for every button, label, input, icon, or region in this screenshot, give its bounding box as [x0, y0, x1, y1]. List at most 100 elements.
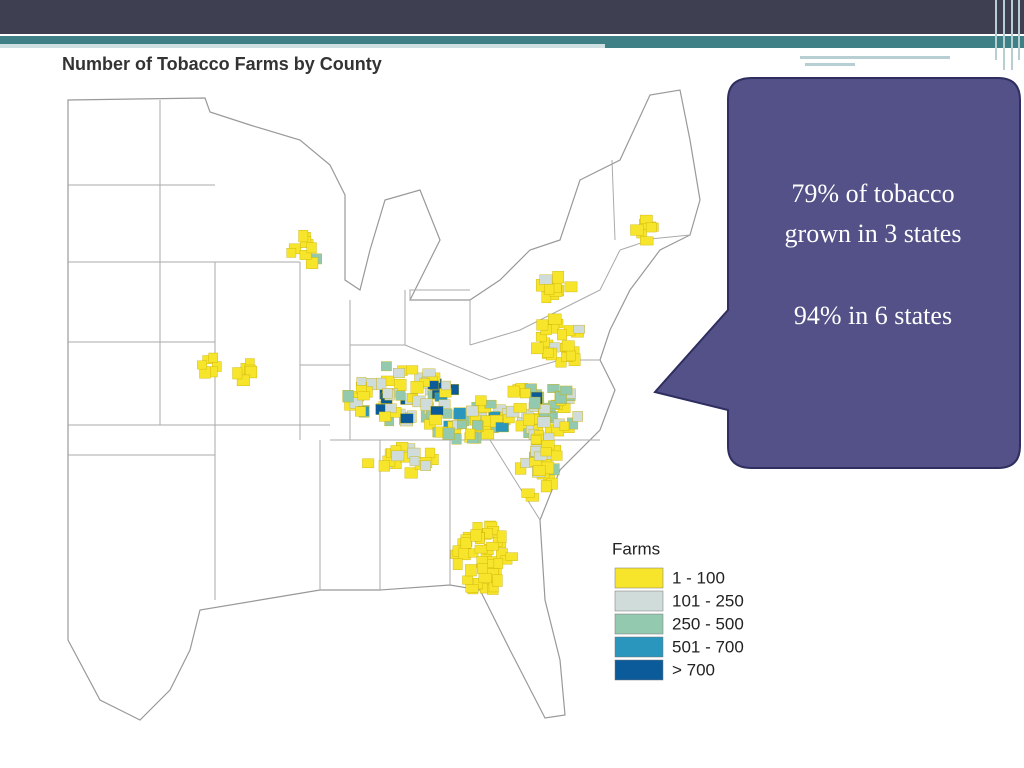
- county: [442, 427, 455, 440]
- county: [355, 406, 366, 417]
- county: [481, 429, 495, 440]
- legend-swatch: [614, 590, 664, 612]
- county: [566, 350, 576, 362]
- county: [484, 399, 497, 409]
- county: [547, 384, 560, 393]
- county: [573, 324, 585, 334]
- legend-label: 501 - 700: [672, 637, 744, 656]
- county: [486, 541, 499, 551]
- county: [536, 319, 549, 331]
- county: [555, 357, 567, 368]
- county: [540, 447, 552, 457]
- county: [420, 460, 431, 471]
- county: [532, 465, 546, 477]
- county: [236, 374, 250, 386]
- county: [495, 422, 509, 433]
- county: [531, 342, 544, 355]
- legend-label: > 700: [672, 660, 715, 679]
- county: [548, 313, 562, 325]
- county: [557, 329, 567, 341]
- callout-paragraph: 94% in 6 states: [794, 301, 952, 330]
- map: [67, 89, 701, 721]
- county: [232, 367, 243, 380]
- county: [429, 414, 443, 426]
- county: [530, 435, 542, 445]
- county: [420, 398, 433, 411]
- county: [529, 396, 541, 410]
- county: [393, 368, 405, 378]
- county: [391, 450, 405, 462]
- county: [539, 274, 553, 285]
- map-title: Number of Tobacco Farms by County: [62, 54, 382, 74]
- county: [306, 242, 317, 254]
- callout-box: [653, 77, 1021, 469]
- county: [395, 390, 406, 401]
- legend-swatch: [614, 567, 664, 589]
- county: [465, 564, 477, 577]
- county: [520, 388, 531, 399]
- legend-title: Farms: [612, 539, 660, 558]
- county: [197, 360, 207, 370]
- legend-label: 101 - 250: [672, 591, 744, 610]
- county: [542, 347, 554, 358]
- county: [381, 361, 392, 372]
- county: [306, 257, 319, 269]
- legend-swatch: [614, 636, 664, 658]
- county: [559, 385, 573, 396]
- county: [430, 406, 444, 416]
- county: [478, 572, 492, 584]
- county: [550, 450, 563, 461]
- county: [492, 574, 503, 587]
- county: [362, 458, 375, 469]
- county: [505, 552, 518, 561]
- county: [561, 340, 575, 352]
- county: [409, 456, 420, 467]
- county: [521, 488, 535, 498]
- counties: [197, 214, 659, 595]
- county: [453, 407, 466, 420]
- county: [342, 390, 354, 403]
- county: [564, 281, 578, 293]
- county: [630, 224, 644, 236]
- county: [474, 544, 488, 554]
- legend-swatch: [614, 613, 664, 635]
- county: [640, 236, 654, 246]
- county: [466, 405, 479, 417]
- county: [524, 383, 537, 393]
- county: [472, 420, 483, 431]
- county: [544, 283, 555, 295]
- county: [393, 378, 407, 391]
- county: [465, 584, 479, 593]
- county: [537, 416, 551, 428]
- county: [477, 563, 488, 574]
- county: [452, 558, 463, 570]
- county: [513, 403, 527, 413]
- callout-paragraph: 79% of tobacco grown in 3 states: [785, 179, 962, 248]
- county: [298, 230, 309, 243]
- accent-line: [800, 56, 950, 59]
- county: [460, 537, 472, 549]
- county: [400, 413, 414, 424]
- county: [475, 395, 487, 406]
- county: [462, 575, 474, 585]
- county: [523, 413, 535, 426]
- county: [442, 408, 453, 419]
- county: [376, 377, 387, 390]
- county: [640, 214, 653, 224]
- county: [456, 420, 468, 429]
- state-lines: [68, 100, 691, 600]
- county: [378, 411, 391, 422]
- county: [540, 480, 552, 493]
- county: [382, 388, 393, 399]
- legend-swatch: [614, 659, 664, 681]
- county: [507, 385, 520, 398]
- accent-line: [0, 44, 605, 48]
- county: [422, 368, 436, 378]
- legend-label: 1 - 100: [672, 568, 725, 587]
- county: [572, 411, 583, 422]
- edge-lines: [995, 0, 1020, 70]
- accent-line: [805, 63, 855, 66]
- county: [357, 391, 370, 401]
